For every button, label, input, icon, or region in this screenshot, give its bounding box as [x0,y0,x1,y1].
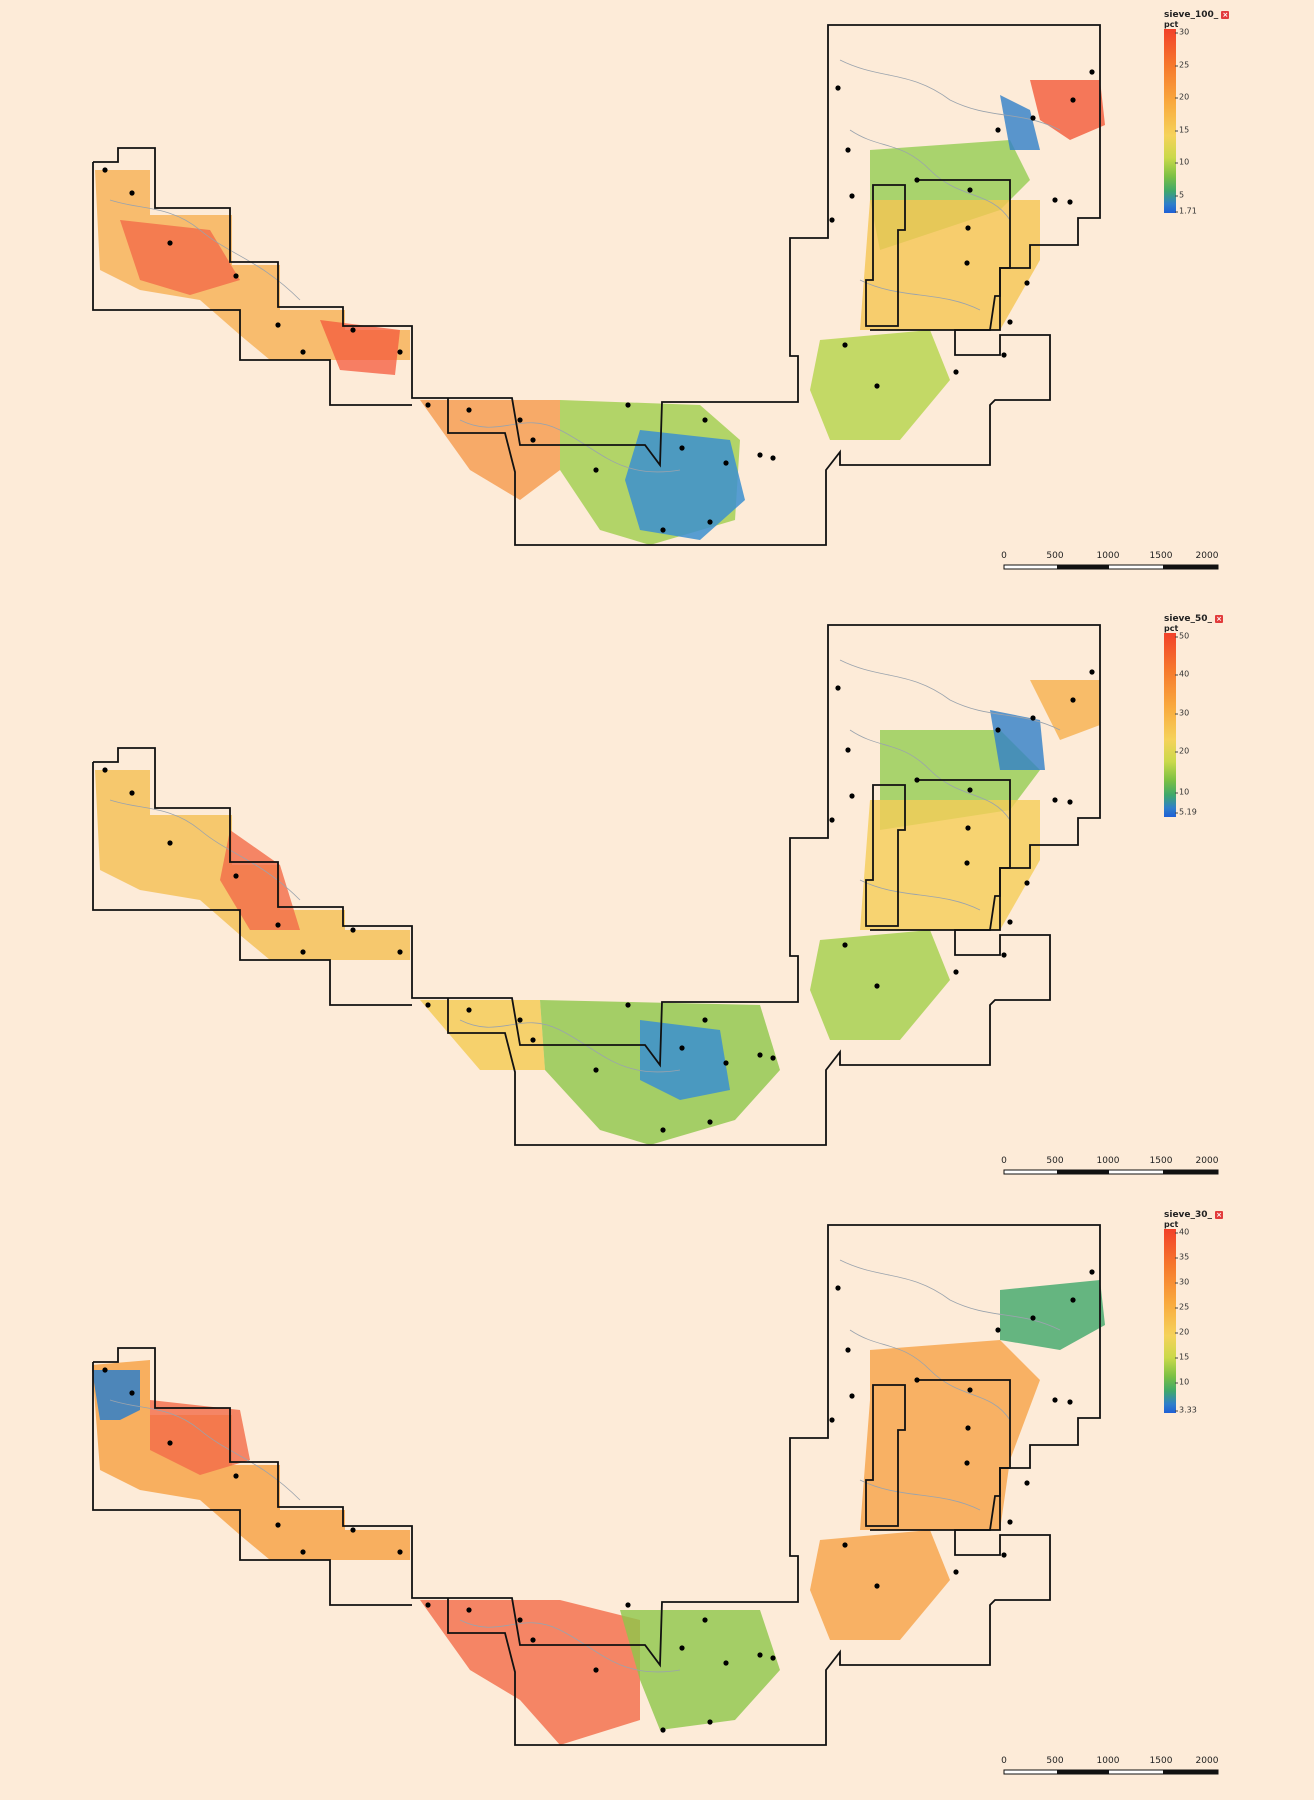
legend-tick: 20 [1174,92,1190,102]
legend-unit: pct [1164,20,1179,29]
legend-tick: 25 [1174,60,1190,70]
map-panel-sieve-50: sieve_50_ × pct 50 40 30 20 10 5.19 0 500… [0,600,1314,1200]
legend-title: sieve_50_ × [1164,614,1254,624]
scale-label: 1000 [1096,1756,1120,1766]
legend-gradient [1164,29,1176,213]
legend-tick: 30 [1174,708,1190,718]
legend-tick: 10 [1174,157,1190,167]
legend-title-text: sieve_30_ [1164,1210,1213,1220]
sample-points [102,1269,1095,1733]
contour-lines [109,59,1061,473]
interpolated-map [92,1224,1105,1746]
sample-points [102,669,1095,1133]
legend-title-text: sieve_100_ [1164,10,1219,20]
scale-label: 1000 [1096,1156,1120,1166]
color-surface [95,680,1100,1145]
legend-tick: 5.19 [1175,807,1197,817]
scale-label: 500 [1046,1756,1064,1766]
legend-tick: 20 [1174,1327,1190,1337]
legend-tick: 10 [1174,1377,1190,1387]
legend-tick: 50 [1174,631,1190,641]
legend-tick: 1.71 [1175,206,1197,216]
legend-tick: 15 [1174,1352,1190,1362]
legend-unit: pct [1164,624,1179,633]
interpolated-map [92,24,1105,546]
sample-points [102,69,1095,533]
scale-label: 500 [1046,551,1064,561]
legend-tick: 40 [1174,1227,1190,1237]
legend: sieve_50_ × pct 50 40 30 20 10 5.19 [1164,614,1254,818]
legend-colorbar: 40 35 30 25 20 15 10 3.33 [1164,1227,1254,1415]
scale-bar: 0 500 1000 1500 2000 [1001,1156,1220,1186]
scale-label: 2000 [1195,551,1219,561]
close-icon[interactable]: × [1215,1211,1224,1219]
scale-label: 1500 [1149,1156,1173,1166]
scale-label: 500 [1046,1156,1064,1166]
color-surface [92,1280,1105,1745]
close-icon[interactable]: × [1221,11,1230,19]
legend-colorbar: 50 40 30 20 10 5.19 [1164,631,1254,818]
scale-label: 1500 [1149,551,1173,561]
scale-label: 0 [1001,1156,1007,1166]
legend-tick: 25 [1174,1302,1190,1312]
scale-label: 0 [1001,1756,1007,1766]
legend: sieve_100_ × pct 30 25 20 15 10 5 1.71 [1164,10,1254,216]
scale-label: 2000 [1195,1756,1219,1766]
scale-bar-graphic [1003,1769,1219,1775]
scale-bar: 0 500 1000 1500 2000 [1001,1756,1220,1786]
map-panel-sieve-100: sieve_100_ × pct 30 25 20 15 10 5 1.71 0 … [0,0,1314,600]
interpolated-map [92,624,1101,1146]
scale-bar-graphic [1003,1169,1219,1175]
legend-title-text: sieve_50_ [1164,614,1213,624]
close-icon[interactable]: × [1215,615,1224,623]
scale-bar: 0 500 1000 1500 2000 [1001,551,1220,581]
legend-tick: 30 [1174,1277,1190,1287]
study-area-boundary [92,1224,1101,1746]
scale-label: 2000 [1195,1156,1219,1166]
legend-tick: 5 [1174,190,1185,200]
scale-label: 1500 [1149,1756,1173,1766]
study-area-boundary [92,624,1101,1146]
legend-colorbar: 30 25 20 15 10 5 1.71 [1164,27,1254,216]
legend-tick: 15 [1174,125,1190,135]
legend-tick: 40 [1174,669,1190,679]
scale-bar-graphic [1003,564,1219,570]
legend-title: sieve_30_ × [1164,1210,1254,1220]
legend-tick: 35 [1174,1252,1190,1262]
legend: sieve_30_ × pct 40 35 30 25 20 15 10 3.33 [1164,1210,1254,1415]
color-surface [95,80,1105,545]
scale-label: 1000 [1096,551,1120,561]
legend-tick: 30 [1174,27,1190,37]
legend-gradient [1164,633,1176,817]
contour-lines [109,1259,1061,1673]
legend-tick: 3.33 [1175,1405,1197,1415]
legend-gradient [1164,1229,1176,1413]
map-panel-sieve-30: sieve_30_ × pct 40 35 30 25 20 15 10 3.33… [0,1200,1314,1800]
contour-lines [109,659,1061,1073]
study-area-boundary [92,24,1101,546]
legend-tick: 10 [1174,787,1190,797]
legend-unit: pct [1164,1220,1179,1229]
legend-title: sieve_100_ × [1164,10,1254,20]
legend-tick: 20 [1174,746,1190,756]
scale-label: 0 [1001,551,1007,561]
